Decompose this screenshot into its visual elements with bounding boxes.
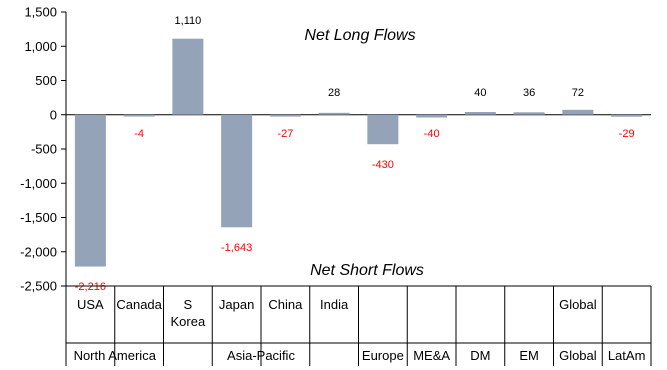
bar-value-label: 40 xyxy=(474,87,486,99)
bar-value-label: -1,643 xyxy=(221,242,252,254)
category-label: Korea xyxy=(171,314,206,329)
bar-value-label: 1,110 xyxy=(175,15,202,27)
bar xyxy=(464,112,496,115)
bar-value-label: 28 xyxy=(328,87,340,99)
bar xyxy=(416,114,448,118)
y-tick-label: 1,500 xyxy=(24,5,57,20)
category-label: S xyxy=(184,297,193,312)
bar xyxy=(172,38,204,115)
bar-value-label: -27 xyxy=(277,128,293,140)
y-tick-label: 0 xyxy=(50,107,57,122)
category-label: India xyxy=(320,297,349,312)
category-label: Japan xyxy=(219,297,254,312)
value-labels-layer: -2,216 -4 1,110 -1,643 -27 28 -430 -40 40 36 72 -29 xyxy=(75,15,635,293)
bar xyxy=(513,112,545,115)
category-label: China xyxy=(268,297,303,312)
bar xyxy=(123,114,155,117)
y-tick-label: -1,000 xyxy=(20,176,57,191)
bar xyxy=(269,114,301,117)
bar xyxy=(318,112,350,115)
bar-value-label: -2,216 xyxy=(75,281,106,293)
y-axis: 1,500 1,000 500 0 -500 -1,000 -1,500 -2,000 -2,5… xyxy=(20,5,651,366)
category-label: Global xyxy=(559,297,597,312)
net-long-flows-annotation: Net Long Flows xyxy=(304,27,415,44)
group-label: LatAm xyxy=(608,348,646,363)
bar xyxy=(74,114,106,267)
net-short-flows-annotation: Net Short Flows xyxy=(310,262,424,279)
y-tick-label: 1,000 xyxy=(24,39,57,54)
bar-value-label: -29 xyxy=(619,128,635,140)
group-label: EM xyxy=(519,348,539,363)
y-tick-label: -1,500 xyxy=(20,210,57,225)
y-tick-label: -2,500 xyxy=(20,279,57,294)
bar-value-label: -430 xyxy=(372,159,394,171)
y-tick-label: 500 xyxy=(35,73,57,88)
bar-value-label: 36 xyxy=(523,87,535,99)
bar xyxy=(221,114,253,228)
group-label: Global xyxy=(559,348,597,363)
bar-value-label: -40 xyxy=(424,128,440,140)
bar xyxy=(562,109,594,115)
category-axis: USA Canada S Korea Japan China India Global Nort… xyxy=(66,285,652,366)
bar-value-label: -4 xyxy=(134,128,144,140)
bar xyxy=(367,114,399,145)
group-label: ME&A xyxy=(413,348,450,363)
group-label: DM xyxy=(470,348,490,363)
group-label: North America xyxy=(74,348,157,363)
y-tick-label: -2,000 xyxy=(20,244,57,259)
bars-layer xyxy=(74,38,643,267)
y-tick-label: -500 xyxy=(31,142,57,157)
group-label: Asia-Pacific xyxy=(227,348,295,363)
group-label: Europe xyxy=(362,348,404,363)
category-label: Canada xyxy=(116,297,162,312)
bar-value-label: 72 xyxy=(572,87,584,99)
bar xyxy=(611,114,643,117)
category-label: USA xyxy=(77,297,104,312)
